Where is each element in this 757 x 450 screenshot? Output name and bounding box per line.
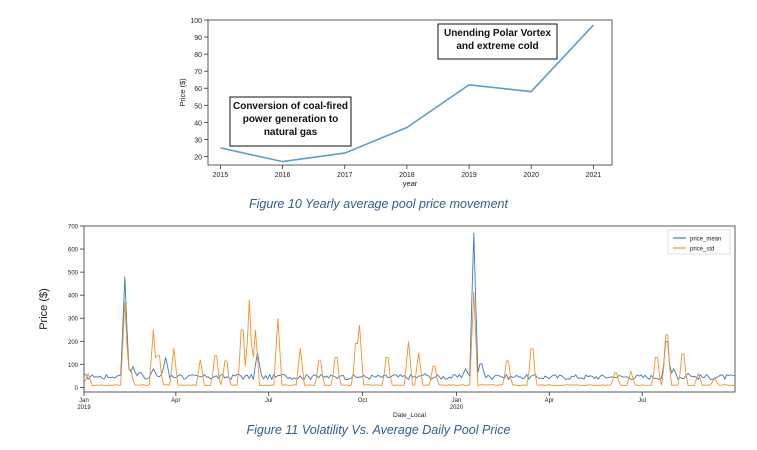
annotation-line: Conversion of coal-fired	[233, 101, 348, 112]
y-tick-label: 600	[68, 248, 79, 254]
y-tick-label: 0	[75, 386, 79, 392]
y-axis-label: Price ($)	[38, 288, 50, 330]
x-tick-sublabel: 2019	[77, 405, 91, 411]
annotation-line: Unending Polar Vortex	[444, 28, 551, 39]
annotation-box	[229, 96, 352, 147]
annotation-text: Unending Polar Vortex and extreme cold	[444, 28, 551, 52]
series-line-price-std	[83, 291, 736, 387]
x-tick-sublabel: 2020	[450, 405, 464, 411]
y-tick-label: 400	[68, 294, 79, 300]
plot-frame	[207, 19, 613, 166]
x-tick-label: 2020	[523, 172, 539, 179]
x-tick-label: 2019	[461, 172, 477, 179]
x-tick-label: Jan	[452, 398, 462, 404]
x-tick-label: Oct	[358, 398, 368, 404]
y-tick-label: 50	[194, 103, 202, 110]
annotation-box	[437, 23, 558, 60]
y-tick-label: 200	[68, 340, 79, 346]
y-tick-label: 70	[194, 69, 202, 76]
y-tick-label: 30	[194, 137, 202, 144]
legend-label: price_mean	[690, 237, 721, 243]
plot-frame	[83, 225, 736, 393]
figure-11-caption: Figure 11 Volatility Vs. Average Daily P…	[246, 423, 511, 437]
annotation-line: natural gas	[264, 127, 318, 138]
annotation-coal-conversion: Conversion of coal-fired power generation…	[229, 96, 352, 147]
x-tick-label: Apr	[545, 398, 554, 404]
y-tick-label: 80	[194, 52, 202, 59]
y-tick-label: 100	[68, 363, 79, 369]
annotation-line: and extreme cold	[456, 41, 538, 52]
annotation-text: Conversion of coal-fired power generation…	[233, 101, 348, 138]
x-tick-label: Jul	[265, 398, 273, 404]
legend-box	[667, 229, 731, 255]
x-axis-label: Date_Local	[393, 412, 426, 419]
figure-10-caption: Figure 10 Yearly average pool price move…	[249, 197, 508, 211]
annotation-polar-vortex: Unending Polar Vortex and extreme cold	[437, 23, 558, 60]
y-axis-label: Price ($)	[178, 78, 187, 107]
y-tick-label: 40	[194, 120, 202, 127]
x-axis-label: year	[403, 179, 418, 188]
yearly-price-chart: 20 30 40 50 60 70 80 90 100 2015 2016 2017 2018 2019 2…	[178, 18, 613, 188]
x-tick-label: 2018	[399, 172, 415, 179]
series-line-price-mean	[83, 232, 736, 381]
legend: price_mean price_std	[667, 229, 731, 255]
x-tick-label: 2017	[337, 172, 353, 179]
y-tick-label: 60	[194, 86, 202, 93]
y-tick-label: 500	[68, 271, 79, 277]
x-tick-label: 2015	[213, 172, 229, 179]
y-tick-label: 20	[194, 154, 202, 161]
y-tick-label: 700	[68, 225, 79, 231]
legend-label: price_std	[690, 247, 714, 253]
x-tick-label: Jan	[79, 398, 89, 404]
annotation-line: power generation to	[243, 114, 339, 125]
x-tick-label: Jul	[638, 398, 646, 404]
x-tick-label: 2016	[275, 172, 291, 179]
x-tick-label: Apr	[171, 398, 180, 404]
x-tick-label: 2021	[586, 172, 602, 179]
y-tick-label: 100	[190, 18, 202, 25]
y-tick-label: 90	[194, 35, 202, 42]
y-tick-label: 300	[68, 317, 79, 323]
